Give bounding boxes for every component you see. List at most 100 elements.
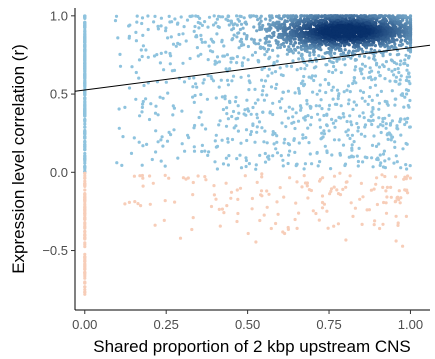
- positive-point: [330, 60, 334, 64]
- positive-point: [244, 156, 248, 160]
- positive-point: [115, 161, 119, 165]
- negative-point: [212, 184, 216, 188]
- positive-point: [362, 34, 366, 38]
- positive-point: [278, 45, 282, 50]
- positive-point: [392, 46, 396, 50]
- positive-point: [156, 140, 160, 144]
- positive-point: [118, 52, 122, 57]
- positive-point: [121, 135, 125, 139]
- positive-point: [272, 61, 276, 65]
- positive-point: [379, 44, 383, 48]
- negative-point: [351, 214, 355, 218]
- positive-point: [276, 35, 280, 39]
- negative-point: [191, 193, 195, 197]
- positive-point: [407, 79, 411, 83]
- positive-point: [284, 109, 288, 113]
- positive-point: [170, 69, 174, 73]
- positive-point: [144, 48, 148, 52]
- positive-point: [360, 62, 365, 66]
- positive-point: [245, 34, 249, 38]
- positive-point: [395, 15, 399, 19]
- positive-point: [319, 35, 324, 39]
- positive-point: [370, 39, 375, 43]
- positive-point: [387, 15, 391, 19]
- positive-point: [341, 143, 346, 147]
- positive-point: [135, 14, 139, 18]
- positive-point: [160, 135, 164, 139]
- negative-point: [404, 177, 408, 181]
- negative-point: [83, 176, 87, 180]
- negative-point: [173, 200, 177, 204]
- positive-point: [271, 154, 275, 158]
- positive-point: [341, 51, 346, 55]
- positive-point: [348, 136, 352, 141]
- positive-point: [327, 23, 331, 27]
- positive-point: [134, 70, 138, 75]
- positive-point: [204, 127, 208, 131]
- negative-point: [384, 211, 389, 215]
- positive-point: [371, 107, 375, 111]
- positive-point: [83, 151, 87, 156]
- negative-point: [349, 201, 353, 205]
- positive-point: [402, 105, 406, 109]
- positive-point: [384, 60, 388, 64]
- positive-point: [268, 18, 272, 22]
- positive-point: [398, 82, 402, 86]
- negative-point: [295, 180, 299, 184]
- negative-point: [381, 222, 385, 226]
- positive-point: [387, 41, 391, 45]
- positive-point: [261, 89, 265, 93]
- negative-point: [384, 201, 388, 205]
- positive-point: [302, 74, 306, 79]
- positive-point: [265, 29, 269, 33]
- positive-point: [367, 76, 371, 80]
- negative-point: [329, 187, 334, 191]
- positive-point: [323, 144, 327, 148]
- positive-point: [373, 44, 377, 48]
- positive-point: [195, 46, 199, 50]
- positive-point: [343, 162, 348, 166]
- positive-point: [337, 57, 341, 61]
- negative-point: [258, 218, 262, 223]
- positive-point: [293, 18, 297, 22]
- positive-point: [236, 104, 240, 108]
- negative-point: [369, 188, 373, 192]
- positive-point: [313, 74, 318, 78]
- positive-point: [372, 57, 376, 61]
- positive-point: [336, 46, 340, 50]
- positive-point: [348, 90, 352, 94]
- positive-point: [388, 20, 392, 24]
- negative-point: [153, 223, 157, 227]
- positive-point: [262, 140, 266, 144]
- positive-point: [381, 19, 385, 23]
- positive-point: [316, 112, 320, 116]
- positive-point: [364, 15, 368, 20]
- positive-point: [222, 54, 226, 58]
- positive-point: [366, 102, 370, 106]
- negative-point: [389, 185, 393, 189]
- negative-point: [181, 176, 185, 180]
- negative-point: [302, 174, 306, 178]
- positive-point: [309, 23, 313, 27]
- positive-point: [233, 100, 238, 104]
- positive-point: [390, 15, 394, 19]
- negative-point: [385, 185, 389, 189]
- positive-point: [300, 47, 304, 52]
- positive-point: [83, 97, 87, 101]
- negative-point: [259, 189, 264, 193]
- positive-point: [202, 78, 206, 82]
- positive-point: [299, 81, 303, 85]
- positive-point: [83, 42, 87, 47]
- positive-point: [339, 104, 343, 108]
- positive-point: [351, 45, 355, 49]
- positive-point: [408, 98, 412, 103]
- positive-point: [345, 19, 349, 23]
- negative-point: [359, 181, 363, 185]
- positive-point: [397, 70, 401, 75]
- negative-point: [372, 223, 376, 227]
- positive-point: [275, 82, 279, 86]
- positive-point: [276, 54, 280, 58]
- positive-point: [303, 14, 307, 18]
- positive-point: [312, 43, 317, 47]
- positive-point: [318, 125, 322, 129]
